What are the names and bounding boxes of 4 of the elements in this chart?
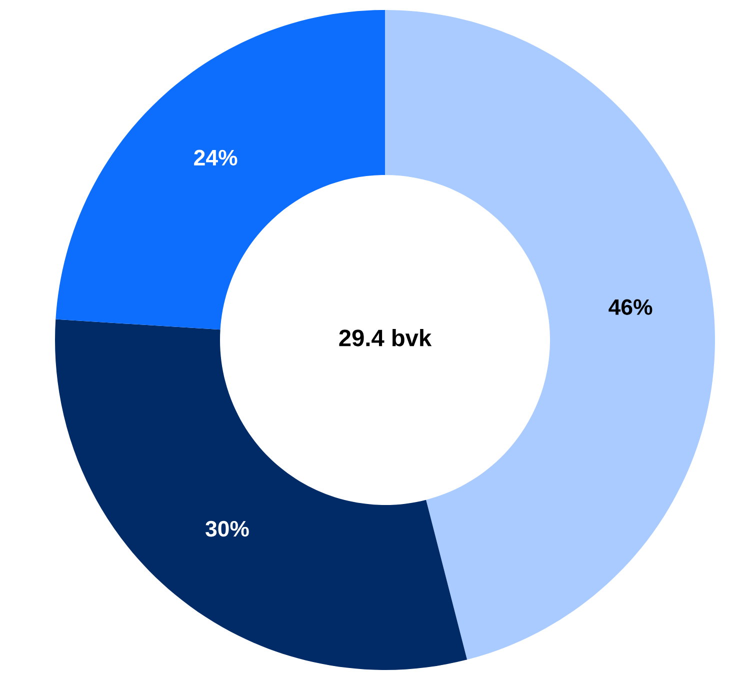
text: 29.4 bvk <box>339 328 432 346</box>
data-label: 30% <box>206 520 249 537</box>
data-label: 24% <box>194 150 238 166</box>
data-label: 46% <box>608 299 652 315</box>
